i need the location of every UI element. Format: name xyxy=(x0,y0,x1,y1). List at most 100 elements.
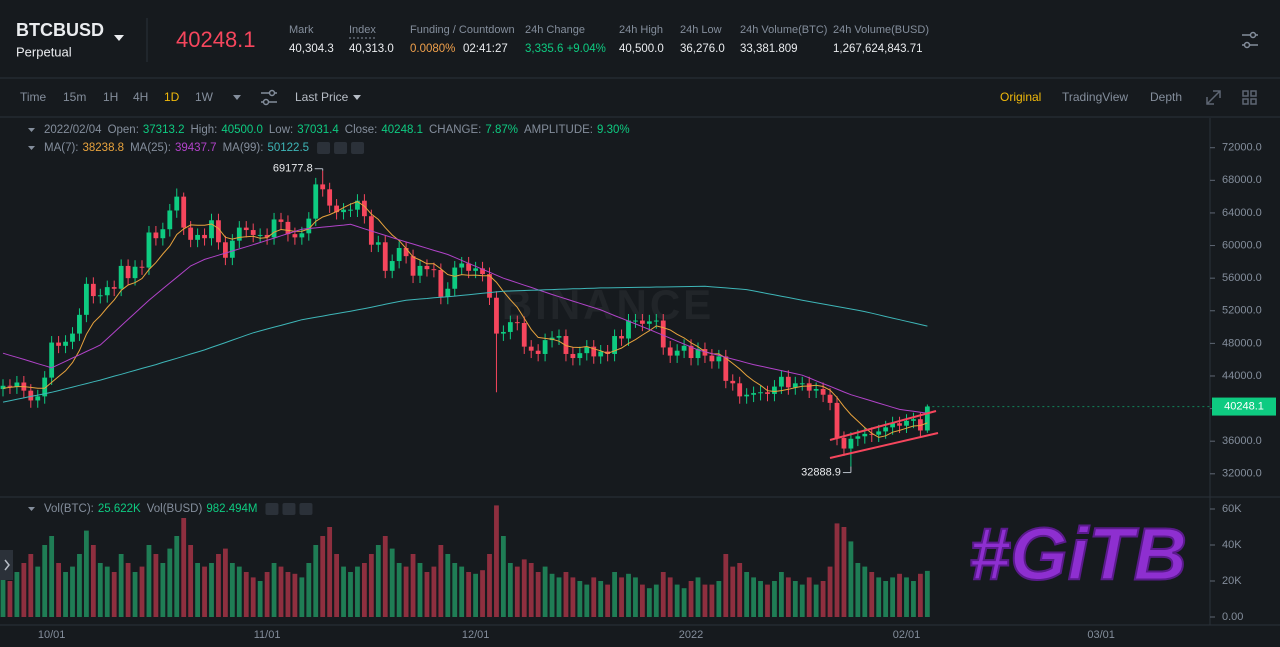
volume-bar xyxy=(799,584,805,617)
candle-body xyxy=(709,355,715,362)
candle-body xyxy=(375,242,381,245)
symbol-caret[interactable] xyxy=(114,35,124,41)
legend-icon[interactable] xyxy=(282,503,296,515)
candle-body xyxy=(410,256,416,276)
candle-body xyxy=(605,351,611,354)
volume-bar xyxy=(911,581,916,617)
interval-button[interactable]: Time xyxy=(20,90,47,104)
candle-body xyxy=(779,376,784,387)
volume-bar xyxy=(584,584,590,617)
volume-bar xyxy=(869,572,875,617)
legend-icon[interactable] xyxy=(265,503,279,515)
interval-button[interactable]: 1D xyxy=(164,90,180,104)
interval-button[interactable]: 4H xyxy=(133,90,148,104)
candle-body xyxy=(653,320,659,322)
legend-label: CHANGE: xyxy=(429,124,481,136)
candle-body xyxy=(0,385,6,390)
plot xyxy=(0,170,930,617)
volume-bar xyxy=(612,572,617,617)
volume-bar xyxy=(646,588,652,617)
volume-bar xyxy=(236,566,242,617)
volume-bar xyxy=(862,566,868,617)
interval-more[interactable] xyxy=(233,95,241,100)
volume-bar xyxy=(111,572,117,617)
y-tick-label: 36000.0 xyxy=(1222,435,1262,447)
legend-caret[interactable] xyxy=(28,128,35,132)
legend-caret[interactable] xyxy=(28,507,35,511)
legend-icon[interactable] xyxy=(351,142,365,154)
layout-icon[interactable] xyxy=(1242,90,1257,105)
candle-body xyxy=(494,297,499,334)
legend-icon[interactable] xyxy=(334,142,348,154)
trend-line xyxy=(829,410,937,441)
candle-body xyxy=(702,349,708,356)
legend-icon[interactable] xyxy=(299,503,313,515)
legend-caret[interactable] xyxy=(28,146,35,150)
view-tab[interactable]: TradingView xyxy=(1062,90,1128,104)
volume-bar xyxy=(563,572,569,617)
candle-body xyxy=(209,220,214,239)
interval-button[interactable]: 1H xyxy=(103,90,118,104)
volume-bar xyxy=(549,573,555,617)
legend-date: 2022/02/04 xyxy=(44,124,102,136)
low-annotation: 32888.9 xyxy=(801,466,841,478)
candle-body xyxy=(772,386,777,394)
volume-bar xyxy=(598,581,604,617)
indicator-icon[interactable] xyxy=(261,89,277,106)
candle-body xyxy=(139,266,145,268)
volume-bar xyxy=(264,572,270,617)
volume-bar xyxy=(327,527,333,617)
view-tab[interactable]: Original xyxy=(1000,90,1041,104)
candle-body xyxy=(855,436,861,439)
candle-body xyxy=(153,232,159,239)
legend-value: 39437.7 xyxy=(175,142,217,154)
volume-bar xyxy=(813,584,819,617)
last-price-label: 40248.1 xyxy=(1224,400,1264,412)
interval-button[interactable]: 15m xyxy=(63,90,86,104)
volume-bar xyxy=(188,545,194,617)
volume-bar xyxy=(403,566,409,617)
interval-button[interactable]: 1W xyxy=(195,90,214,104)
volume-bar xyxy=(779,572,784,617)
candle-body xyxy=(7,385,13,387)
volume-bar xyxy=(521,559,527,617)
volume-bar xyxy=(382,536,388,617)
volume-bar xyxy=(334,554,339,617)
fullscreen-icon[interactable] xyxy=(1206,90,1221,105)
candle-body xyxy=(848,438,854,449)
legend-label: Open: xyxy=(108,124,139,136)
view-tab[interactable]: Depth xyxy=(1150,90,1182,104)
candle-body xyxy=(223,242,228,258)
volume-bar xyxy=(577,581,583,617)
volume-bar xyxy=(14,572,20,617)
candle-body xyxy=(417,265,423,276)
stat-value: 40,313.0 xyxy=(349,43,394,55)
symbol[interactable]: BTCBUSD xyxy=(16,20,104,40)
volume-bar xyxy=(507,563,513,617)
price-type[interactable]: Last Price xyxy=(295,90,349,104)
candle-body xyxy=(56,342,61,346)
candle-body xyxy=(202,234,207,239)
candle-body xyxy=(507,322,513,332)
volume-bar xyxy=(375,545,381,617)
candle-body xyxy=(646,321,652,324)
volume-bar xyxy=(709,584,715,617)
volume-bar xyxy=(70,566,75,617)
candle-body xyxy=(264,234,270,238)
volume-bar xyxy=(243,572,249,617)
candle-body xyxy=(681,345,687,351)
candle-body xyxy=(236,227,242,241)
stat-label: 24h Volume(BTC) xyxy=(740,24,827,36)
settings-icon[interactable] xyxy=(1242,31,1258,49)
candle-body xyxy=(466,263,472,271)
ma-line xyxy=(2,285,928,403)
candle-body xyxy=(299,233,305,238)
legend-icon[interactable] xyxy=(317,142,331,154)
candle-body xyxy=(480,268,485,275)
collapse-button[interactable] xyxy=(0,550,13,580)
volume-bar xyxy=(0,577,6,617)
volume-bar xyxy=(688,581,694,617)
price-type-caret[interactable] xyxy=(353,95,361,100)
contract-type[interactable]: Perpetual xyxy=(16,44,72,59)
